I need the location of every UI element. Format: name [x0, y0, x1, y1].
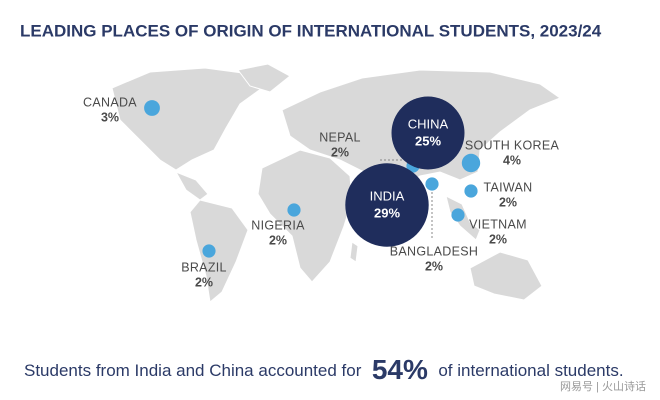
bubble — [345, 163, 429, 247]
percent-label: 25% — [415, 133, 441, 148]
country-label: TAIWAN — [483, 180, 532, 194]
footer: Students from India and China accounted … — [24, 354, 624, 385]
country-label: CHINA — [408, 116, 449, 131]
country-label: SOUTH KOREA — [465, 138, 560, 152]
footer-highlight: 54% — [372, 354, 428, 385]
title: LEADING PLACES OF ORIGIN OF INTERNATIONA… — [20, 21, 602, 40]
country-label: NIGERIA — [251, 218, 305, 232]
bubble — [391, 96, 465, 170]
bubble — [464, 184, 478, 198]
percent-label: 4% — [503, 153, 521, 167]
bubble — [144, 100, 160, 116]
bubble — [202, 244, 216, 258]
percent-label: 2% — [425, 259, 443, 273]
country-label: BRAZIL — [181, 260, 227, 274]
country-label: BANGLADESH — [390, 244, 478, 258]
bubble — [425, 177, 439, 191]
bubble — [461, 153, 481, 173]
country-label: INDIA — [370, 188, 405, 203]
footer-text: Students from India and China accounted … — [24, 361, 362, 380]
country-label: VIETNAM — [469, 217, 527, 231]
percent-label: 2% — [195, 275, 213, 289]
percent-label: 3% — [101, 110, 119, 124]
country-label: CANADA — [83, 95, 137, 109]
bubble — [451, 208, 465, 222]
country-label: NEPAL — [319, 130, 361, 144]
percent-label: 2% — [331, 145, 349, 159]
watermark: 网易号 | 火山诗话 — [560, 379, 646, 393]
percent-label: 29% — [374, 205, 400, 220]
percent-label: 2% — [269, 233, 287, 247]
percent-label: 2% — [499, 195, 517, 209]
bubble — [287, 203, 301, 217]
percent-label: 2% — [489, 232, 507, 246]
footer-text: of international students. — [438, 361, 623, 380]
